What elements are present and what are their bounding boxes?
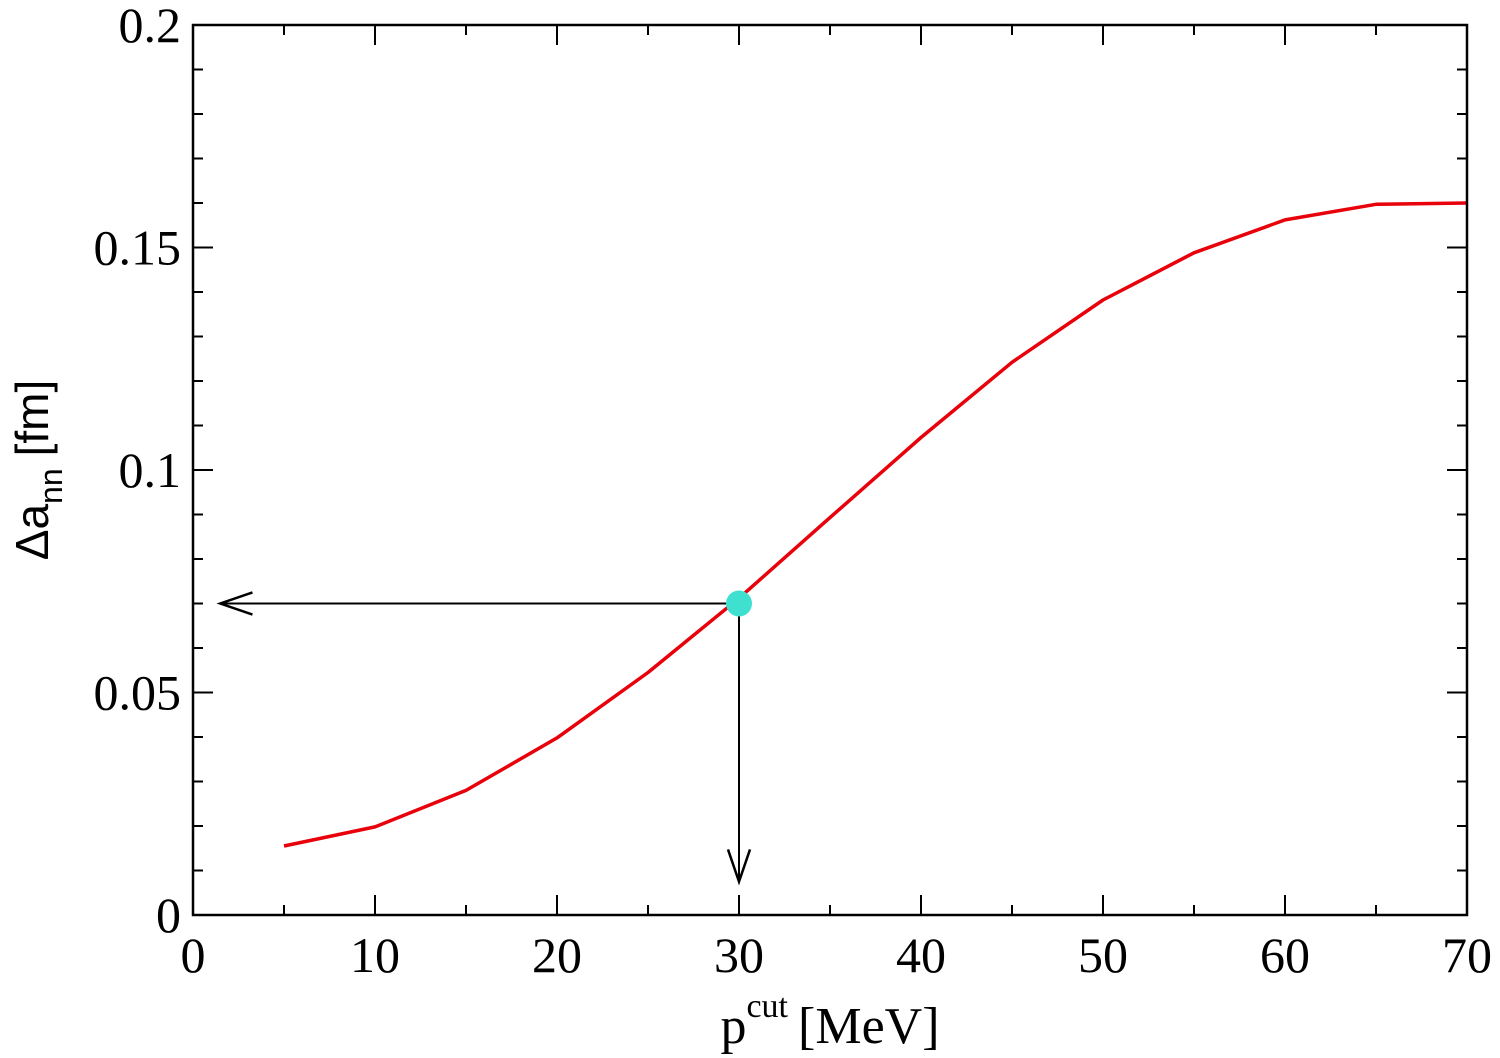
x-axis-label-unit: [MeV] <box>798 998 940 1055</box>
y-tick-label: 0.1 <box>119 442 182 498</box>
x-tick-label: 20 <box>532 927 582 983</box>
x-tick-label: 50 <box>1078 927 1128 983</box>
tick-labels: 0 10 20 30 40 50 60 70 0 0.05 0.1 0.15 0.2 <box>94 0 1493 983</box>
highlight-point <box>726 590 752 617</box>
y-axis-label: Δann [fm] <box>6 380 69 561</box>
y-axis-label-prefix: Δa <box>6 504 58 561</box>
x-axis-label-sup: cut <box>746 988 788 1025</box>
x-axis-label: pcut [MeV] <box>720 988 939 1055</box>
x-axis-label-main: p <box>720 998 746 1055</box>
x-tick-label: 40 <box>896 927 946 983</box>
plot-frame <box>191 23 1469 917</box>
x-tick-label: 0 <box>181 927 206 983</box>
y-tick-label: 0 <box>156 887 181 943</box>
annotation-layer <box>216 590 752 886</box>
x-tick-label: 10 <box>350 927 400 983</box>
x-tick-label: 30 <box>714 927 764 983</box>
x-tick-label: 70 <box>1442 927 1492 983</box>
series-line <box>283 201 1468 848</box>
x-tick-label: 60 <box>1260 927 1310 983</box>
series-layer <box>283 201 1468 848</box>
axis-ticks <box>192 24 1468 916</box>
y-tick-label: 0.05 <box>94 665 182 721</box>
annotation-arrow-head <box>726 849 752 886</box>
y-tick-label: 0.2 <box>119 0 182 53</box>
y-tick-label: 0.15 <box>94 220 182 276</box>
y-axis-label-unit: [fm] <box>6 380 58 457</box>
annotation-arrow-head <box>216 591 253 616</box>
y-axis-label-sub: nn <box>33 468 69 504</box>
